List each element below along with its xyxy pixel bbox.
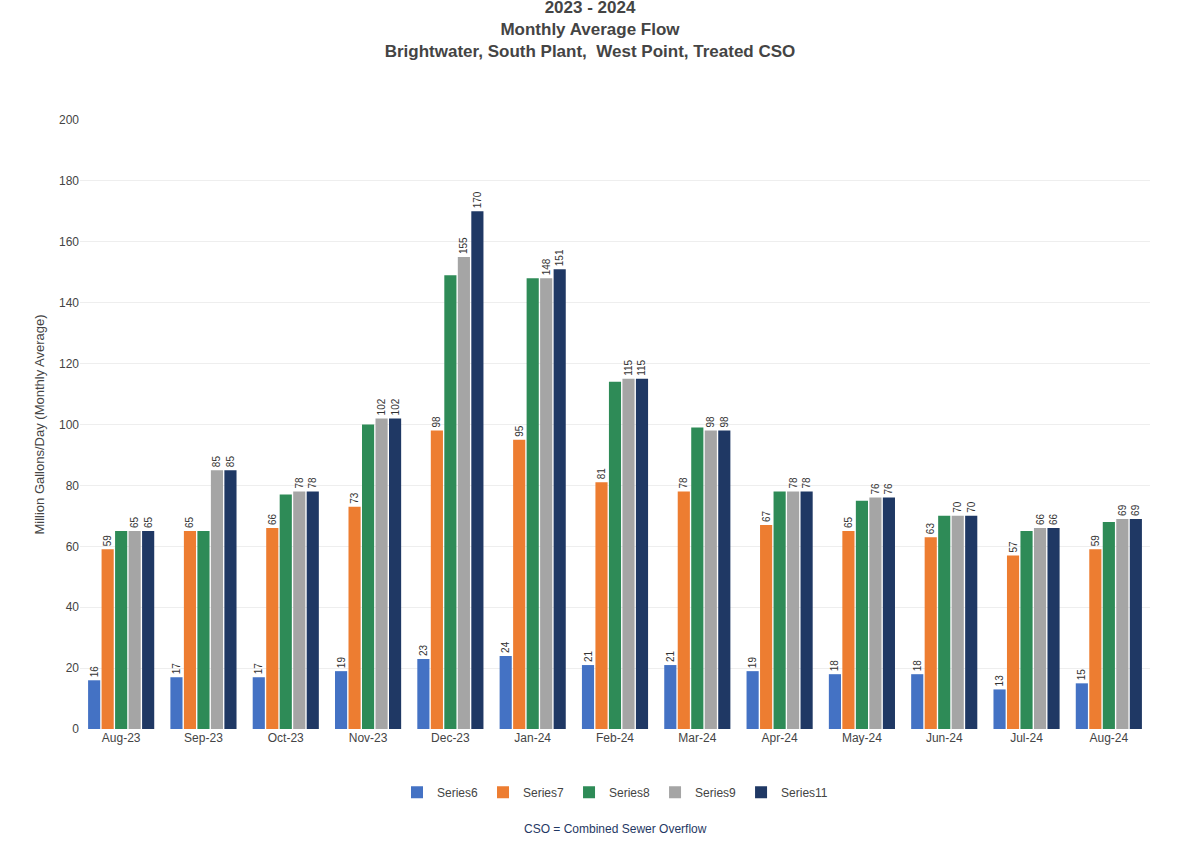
svg-text:20: 20 xyxy=(66,661,80,675)
svg-text:18: 18 xyxy=(912,660,923,672)
svg-text:160: 160 xyxy=(59,235,79,249)
svg-text:170: 170 xyxy=(472,191,483,208)
svg-text:69: 69 xyxy=(1117,504,1128,516)
svg-text:Jun-24: Jun-24 xyxy=(926,731,963,745)
svg-text:155: 155 xyxy=(458,237,469,254)
svg-text:70: 70 xyxy=(952,501,963,513)
svg-text:76: 76 xyxy=(883,483,894,495)
svg-text:151: 151 xyxy=(554,249,565,266)
svg-text:13: 13 xyxy=(994,675,1005,687)
svg-text:95: 95 xyxy=(514,425,525,437)
svg-text:81: 81 xyxy=(596,468,607,480)
svg-text:85: 85 xyxy=(225,456,236,468)
svg-text:200: 200 xyxy=(59,113,79,127)
svg-text:17: 17 xyxy=(253,663,264,675)
svg-text:76: 76 xyxy=(870,483,881,495)
svg-text:63: 63 xyxy=(925,523,936,535)
svg-text:59: 59 xyxy=(102,535,113,547)
svg-text:Dec-23: Dec-23 xyxy=(431,731,470,745)
svg-text:May-24: May-24 xyxy=(842,731,882,745)
svg-text:78: 78 xyxy=(788,477,799,489)
svg-text:78: 78 xyxy=(307,477,318,489)
svg-text:23: 23 xyxy=(418,644,429,656)
svg-text:21: 21 xyxy=(665,650,676,662)
svg-text:70: 70 xyxy=(966,501,977,513)
svg-text:Nov-23: Nov-23 xyxy=(349,731,388,745)
svg-text:Series7: Series7 xyxy=(523,786,564,800)
svg-text:Oct-23: Oct-23 xyxy=(268,731,304,745)
svg-text:Feb-24: Feb-24 xyxy=(596,731,634,745)
svg-text:Mar-24: Mar-24 xyxy=(678,731,716,745)
svg-text:69: 69 xyxy=(1130,504,1141,516)
svg-text:16: 16 xyxy=(89,666,100,678)
svg-text:40: 40 xyxy=(66,600,80,614)
svg-text:17: 17 xyxy=(171,663,182,675)
svg-text:Jul-24: Jul-24 xyxy=(1010,731,1043,745)
svg-text:Series8: Series8 xyxy=(609,786,650,800)
svg-text:Aug-23: Aug-23 xyxy=(102,731,141,745)
svg-text:148: 148 xyxy=(541,258,552,275)
svg-text:180: 180 xyxy=(59,174,79,188)
svg-text:Sep-23: Sep-23 xyxy=(184,731,223,745)
svg-text:102: 102 xyxy=(390,398,401,415)
svg-text:66: 66 xyxy=(267,513,278,525)
svg-text:Aug-24: Aug-24 xyxy=(1089,731,1128,745)
svg-text:24: 24 xyxy=(500,641,511,653)
svg-text:98: 98 xyxy=(705,416,716,428)
svg-text:115: 115 xyxy=(636,359,647,375)
svg-text:73: 73 xyxy=(349,492,360,504)
svg-text:120: 120 xyxy=(59,357,79,371)
svg-text:Series11: Series11 xyxy=(781,786,828,800)
svg-text:140: 140 xyxy=(59,296,79,310)
svg-text:Apr-24: Apr-24 xyxy=(762,731,798,745)
svg-text:78: 78 xyxy=(294,477,305,489)
svg-text:Million Gallons/Day (Monthly A: Million Gallons/Day (Monthly Average) xyxy=(32,314,47,534)
svg-text:CSO = Combined Sewer Overflow: CSO = Combined Sewer Overflow xyxy=(524,822,707,836)
svg-text:Series6: Series6 xyxy=(437,786,478,800)
svg-text:60: 60 xyxy=(66,540,80,554)
svg-text:65: 65 xyxy=(843,517,854,529)
svg-text:65: 65 xyxy=(129,517,140,529)
svg-text:65: 65 xyxy=(143,517,154,529)
svg-text:98: 98 xyxy=(719,416,730,428)
svg-text:2023 - 2024Monthly Average Flo: 2023 - 2024Monthly Average FlowBrightwat… xyxy=(385,0,796,61)
svg-text:21: 21 xyxy=(583,650,594,662)
svg-text:18: 18 xyxy=(829,660,840,672)
svg-text:57: 57 xyxy=(1008,541,1019,553)
svg-text:59: 59 xyxy=(1090,535,1101,547)
svg-text:67: 67 xyxy=(761,510,772,522)
svg-text:15: 15 xyxy=(1076,669,1087,681)
svg-text:Jan-24: Jan-24 xyxy=(514,731,551,745)
svg-text:85: 85 xyxy=(211,456,222,468)
svg-text:19: 19 xyxy=(336,657,347,669)
svg-text:98: 98 xyxy=(431,416,442,428)
svg-text:65: 65 xyxy=(184,517,195,529)
svg-text:78: 78 xyxy=(678,477,689,489)
svg-text:102: 102 xyxy=(376,398,387,415)
svg-text:100: 100 xyxy=(59,418,79,432)
svg-text:66: 66 xyxy=(1048,513,1059,525)
svg-text:19: 19 xyxy=(747,657,758,669)
svg-text:80: 80 xyxy=(66,479,80,493)
svg-text:78: 78 xyxy=(801,477,812,489)
svg-text:0: 0 xyxy=(72,722,79,736)
svg-text:66: 66 xyxy=(1035,513,1046,525)
svg-text:115: 115 xyxy=(623,359,634,375)
svg-text:Series9: Series9 xyxy=(695,786,736,800)
